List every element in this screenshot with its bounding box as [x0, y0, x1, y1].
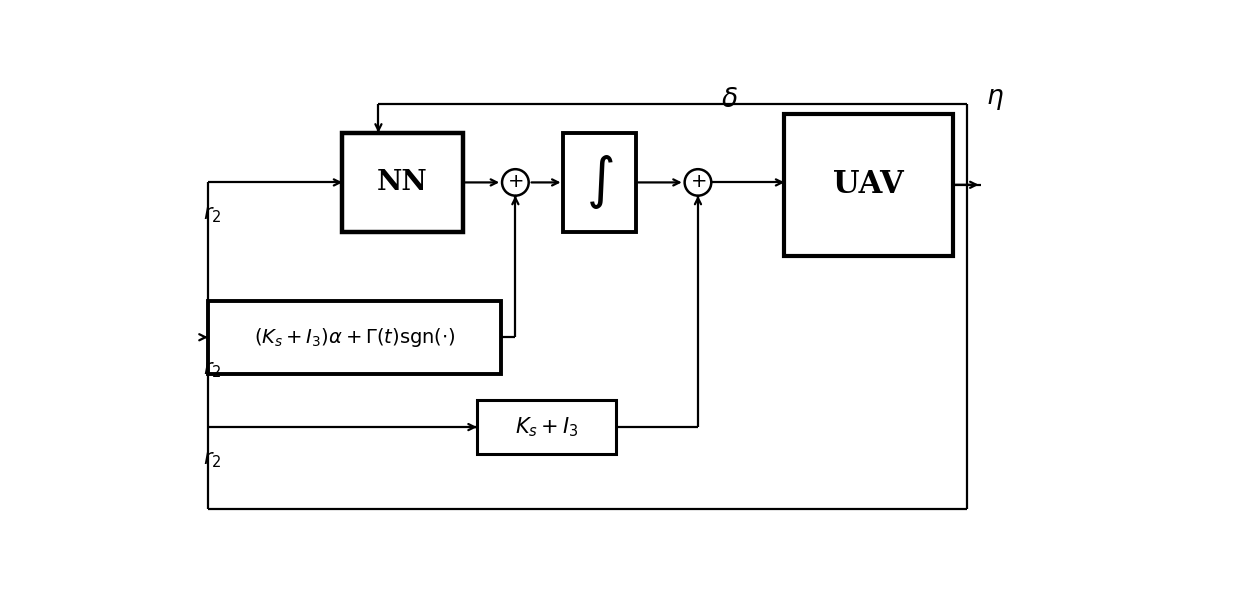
Bar — [563, 133, 635, 232]
Ellipse shape — [684, 169, 712, 196]
Bar — [477, 400, 616, 454]
Text: $K_s+I_3$: $K_s+I_3$ — [515, 415, 578, 439]
Text: $\delta$: $\delta$ — [720, 87, 738, 112]
Bar — [342, 133, 463, 232]
Text: $\int$: $\int$ — [585, 154, 614, 211]
Text: $r_2$: $r_2$ — [203, 206, 222, 225]
Text: UAV: UAV — [833, 169, 904, 200]
Text: $+$: $+$ — [507, 173, 523, 192]
Bar — [785, 114, 952, 255]
Text: $r_2$: $r_2$ — [203, 451, 222, 470]
Ellipse shape — [502, 169, 528, 196]
Text: NN: NN — [377, 169, 428, 196]
Text: $r_2$: $r_2$ — [203, 360, 222, 380]
Text: $(K_s+I_3)\alpha+\Gamma(t)\mathrm{sgn}(\cdot)$: $(K_s+I_3)\alpha+\Gamma(t)\mathrm{sgn}(\… — [253, 326, 455, 349]
Text: $+$: $+$ — [689, 173, 706, 192]
Text: $\eta$: $\eta$ — [986, 87, 1004, 112]
Bar — [208, 301, 501, 374]
